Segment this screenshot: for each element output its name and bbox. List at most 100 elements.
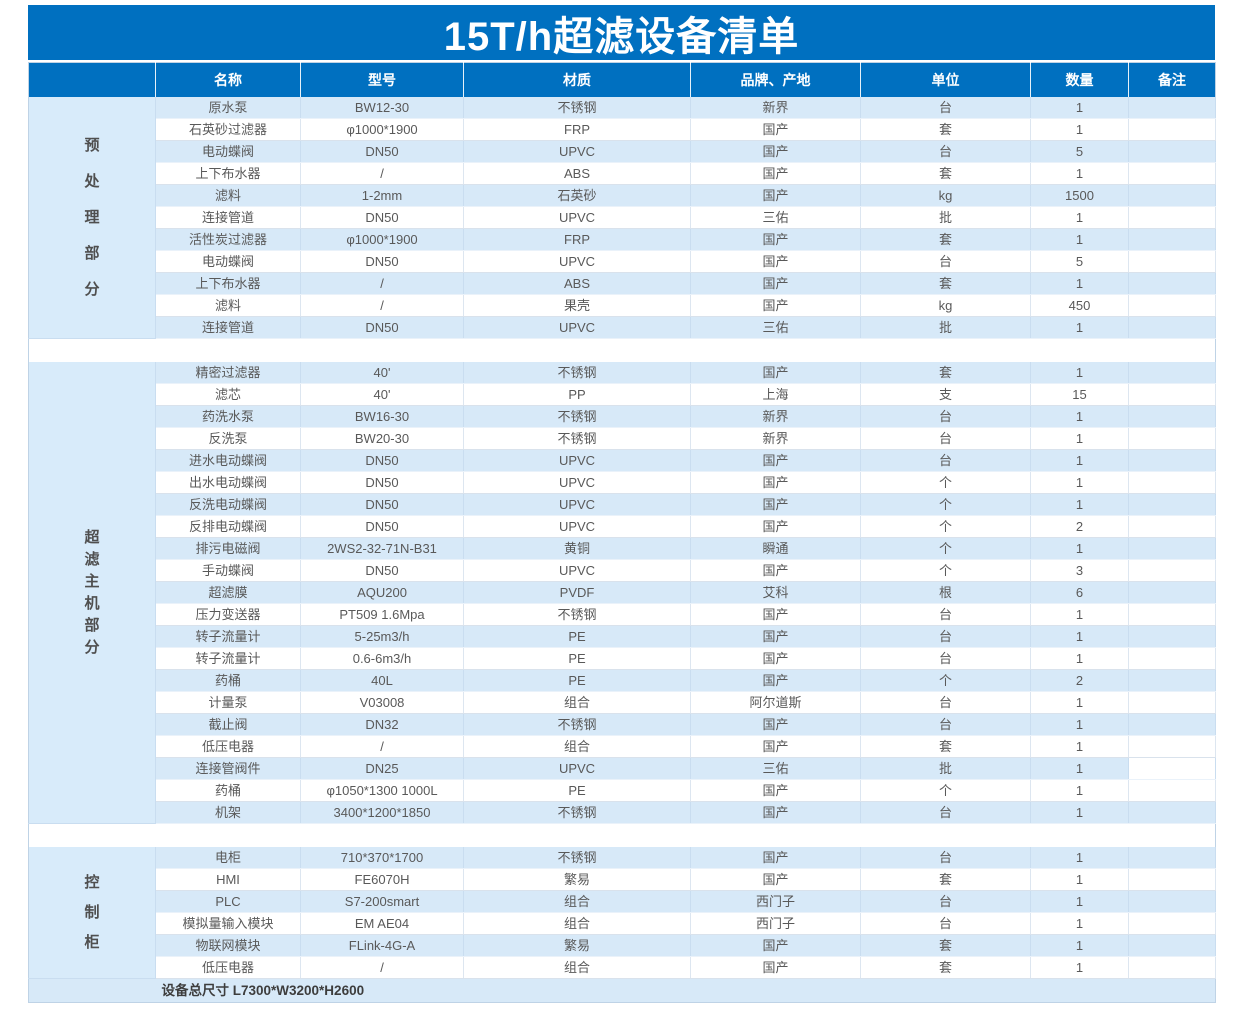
cell-brand: 国产	[690, 449, 861, 472]
cell-note	[1128, 691, 1216, 714]
cell-unit: 套	[860, 934, 1031, 957]
cell-model: DN50	[300, 559, 464, 582]
cell-note	[1128, 934, 1216, 957]
section-label: 预处理部分	[28, 97, 156, 339]
cell-qty: 1	[1030, 449, 1129, 472]
cell-name: 排污电磁阀	[155, 537, 301, 560]
cell-qty: 15	[1030, 383, 1129, 406]
cell-model: S7-200smart	[300, 890, 464, 913]
table-row: 电动蝶阀 DN50 UPVC 国产台 5	[29, 140, 1216, 163]
cell-brand: 国产	[690, 603, 861, 626]
cell-name: 上下布水器	[155, 272, 301, 295]
cell-brand: 国产	[690, 801, 861, 824]
cell-note	[1128, 847, 1216, 869]
cell-name: 滤料	[155, 184, 301, 207]
cell-note	[1128, 868, 1216, 891]
cell-unit: 套	[860, 735, 1031, 758]
cell-model: PT509 1.6Mpa	[300, 603, 464, 626]
cell-qty: 1	[1030, 405, 1129, 428]
cell-unit: 台	[860, 250, 1031, 273]
table-row: 药桶 φ1050*1300 1000L PE 国产个 1	[29, 779, 1216, 802]
total-dimensions-label: 设备总尺寸 L7300*W3200*H2600	[155, 978, 1216, 1003]
cell-brand: 国产	[690, 162, 861, 185]
cell-model: BW20-30	[300, 427, 464, 450]
cell-qty: 5	[1030, 250, 1129, 273]
column-header-4: 单位	[860, 62, 1031, 97]
cell-model: V03008	[300, 691, 464, 714]
cell-model: /	[300, 162, 464, 185]
table-row: 滤芯 40' PP 上海支 15	[29, 383, 1216, 406]
cell-name: 连接管道	[155, 316, 301, 339]
table-header: 名称 型号 材质 品牌、产地 单位 数量 备注	[28, 62, 1216, 97]
cell-note	[1128, 956, 1216, 979]
cell-unit: 套	[860, 272, 1031, 295]
cell-brand: 国产	[690, 118, 861, 141]
cell-unit: 台	[860, 890, 1031, 913]
cell-note	[1128, 647, 1216, 670]
table-row: 上下布水器 / ABS 国产套 1	[29, 162, 1216, 185]
equipment-table: 名称 型号 材质 品牌、产地 单位 数量 备注 预处理部分原水泵 BW12-30 不锈钢 新界台 1…	[28, 62, 1216, 1003]
cell-model: DN50	[300, 471, 464, 494]
cell-brand: 国产	[690, 847, 861, 869]
cell-note	[1128, 140, 1216, 163]
table-row: 电动蝶阀 DN50 UPVC 国产台 5	[29, 250, 1216, 273]
footer-spacer-cell	[28, 978, 156, 1003]
cell-unit: 个	[860, 559, 1031, 582]
table-row: 低压电器 / 组合 国产套 1	[29, 735, 1216, 758]
cell-note	[1128, 162, 1216, 185]
cell-unit: 台	[860, 912, 1031, 935]
cell-unit: 台	[860, 97, 1031, 119]
cell-material: FRP	[463, 118, 691, 141]
cell-note	[1128, 801, 1216, 824]
cell-model: FLink-4G-A	[300, 934, 464, 957]
section-label: 超滤主机部分	[28, 362, 156, 824]
cell-brand: 新界	[690, 427, 861, 450]
cell-model: φ1050*1300 1000L	[300, 779, 464, 802]
cell-brand: 国产	[690, 559, 861, 582]
cell-brand: 新界	[690, 97, 861, 119]
cell-name: 物联网模块	[155, 934, 301, 957]
cell-qty: 2	[1030, 515, 1129, 538]
cell-unit: 批	[860, 316, 1031, 339]
column-header-0: 名称	[155, 62, 301, 97]
cell-model: 40'	[300, 383, 464, 406]
cell-material: UPVC	[463, 140, 691, 163]
cell-qty: 450	[1030, 294, 1129, 317]
cell-name: 电柜	[155, 847, 301, 869]
cell-qty: 3	[1030, 559, 1129, 582]
cell-model: DN50	[300, 316, 464, 339]
column-header-section	[28, 62, 156, 97]
cell-qty: 1	[1030, 647, 1129, 670]
cell-brand: 三佑	[690, 316, 861, 339]
cell-name: 连接管道	[155, 206, 301, 229]
cell-qty: 1	[1030, 206, 1129, 229]
cell-model: DN50	[300, 250, 464, 273]
cell-name: 截止阀	[155, 713, 301, 736]
cell-brand: 艾科	[690, 581, 861, 604]
cell-unit: 套	[860, 868, 1031, 891]
cell-name: 手动蝶阀	[155, 559, 301, 582]
page-title: 15T/h超滤设备清单	[28, 5, 1215, 60]
cell-unit: 批	[860, 757, 1031, 780]
cell-material: PE	[463, 669, 691, 692]
cell-material: 组合	[463, 890, 691, 913]
cell-brand: 新界	[690, 405, 861, 428]
table-row: 转子流量计 5-25m3/h PE 国产台 1	[29, 625, 1216, 648]
table-row: 连接管道 DN50 UPVC 三佑批 1	[29, 316, 1216, 339]
cell-unit: 台	[860, 449, 1031, 472]
cell-name: 上下布水器	[155, 162, 301, 185]
cell-name: HMI	[155, 868, 301, 891]
cell-model: EM AE04	[300, 912, 464, 935]
table-row: 滤料 / 果壳 国产 kg 450	[29, 294, 1216, 317]
cell-model: /	[300, 735, 464, 758]
section-gap-row	[28, 338, 1216, 362]
cell-qty: 1	[1030, 603, 1129, 626]
cell-note	[1128, 405, 1216, 428]
cell-qty: 1	[1030, 868, 1129, 891]
cell-material: 组合	[463, 735, 691, 758]
header-row: 名称 型号 材质 品牌、产地 单位 数量 备注	[28, 62, 1216, 97]
cell-material: FRP	[463, 228, 691, 251]
cell-unit: 台	[860, 647, 1031, 670]
cell-material: PE	[463, 625, 691, 648]
cell-material: UPVC	[463, 449, 691, 472]
